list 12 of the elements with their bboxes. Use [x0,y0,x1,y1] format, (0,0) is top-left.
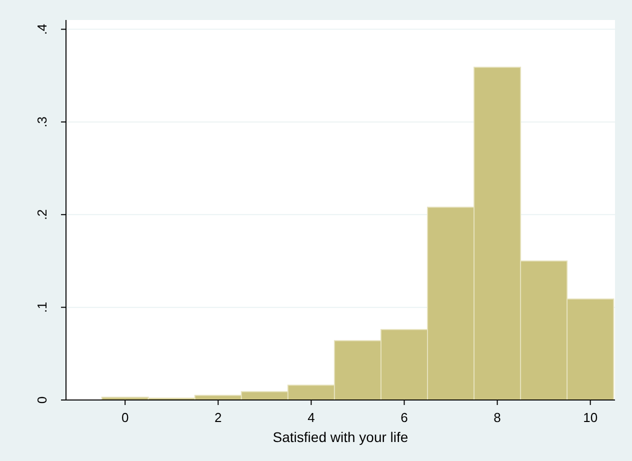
x-tick-label: 4 [308,410,315,425]
y-tick-label: .3 [34,116,50,128]
x-axis-title: Satisfied with your life [272,429,408,445]
x-tick-label: 8 [494,410,501,425]
x-tick-label: 10 [583,410,598,425]
y-tick-label: .1 [34,302,50,313]
y-tick-label: .2 [34,209,50,220]
x-tick-label: 2 [214,410,222,425]
y-tick-label: .4 [34,24,50,35]
y-tick-label: 0 [34,396,50,404]
x-tick-label: 6 [400,410,408,425]
x-tick-label: 0 [121,410,129,425]
